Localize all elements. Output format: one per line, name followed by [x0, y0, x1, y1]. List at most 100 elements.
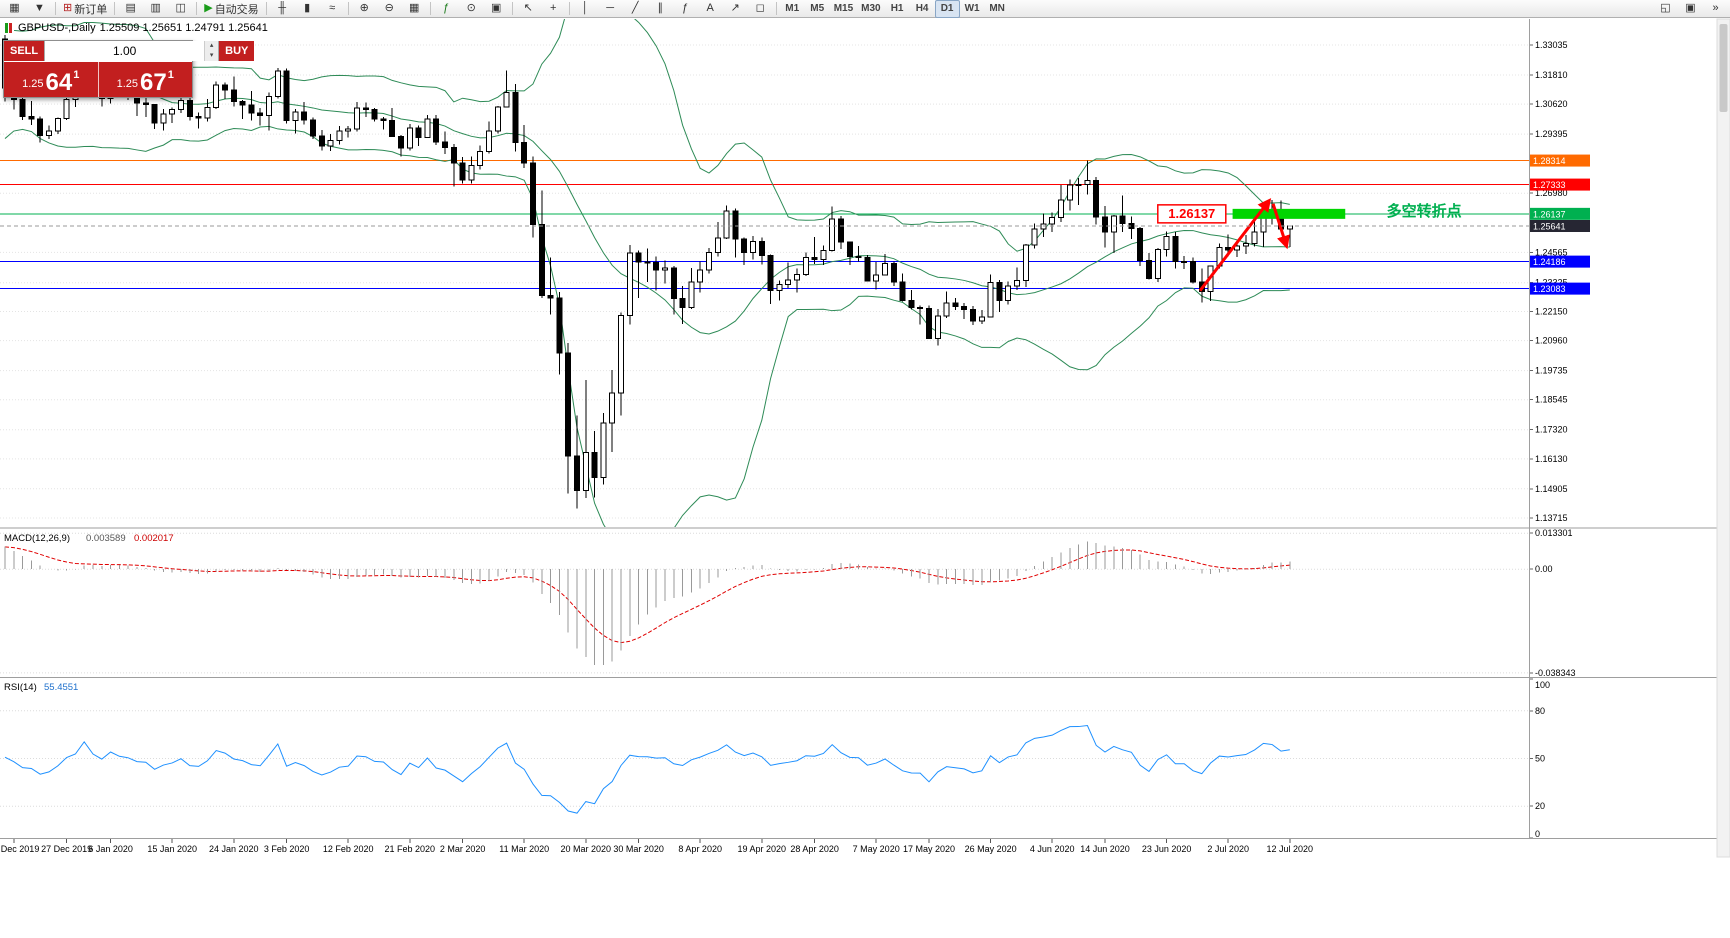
- arrows-button[interactable]: ↗: [723, 0, 748, 18]
- trend-arrow-1[interactable]: [1198, 198, 1272, 292]
- new-chart-button[interactable]: ▦: [2, 0, 27, 18]
- price-tag-1.23083: 1.23083: [1530, 282, 1590, 295]
- svg-text:0.013301: 0.013301: [1535, 528, 1573, 538]
- svg-text:26 May 2020: 26 May 2020: [965, 844, 1017, 854]
- rsi-label: RSI(14): [4, 682, 37, 693]
- turning-point-zone[interactable]: [1232, 208, 1346, 219]
- zoom-in-button[interactable]: ⊕: [352, 0, 377, 18]
- new-order-button-label: 新订单: [74, 3, 108, 16]
- cursor-icon: ↖: [523, 2, 533, 14]
- timeframe-m30[interactable]: M30: [861, 3, 881, 14]
- auto-trading-button-label: 自动交易: [214, 3, 259, 16]
- volume-field: ▴ ▾: [44, 41, 220, 61]
- price-callout[interactable]: 1.26137: [1157, 204, 1227, 224]
- timeframe-w1[interactable]: W1: [964, 3, 980, 14]
- svg-text:1.13715: 1.13715: [1535, 513, 1568, 523]
- timeframe-d1[interactable]: D1: [934, 0, 960, 18]
- tile-windows-button[interactable]: ▦: [402, 0, 427, 18]
- price-tag-1.26137: 1.26137: [1530, 207, 1590, 220]
- trade-panel-controls: SELL ▴ ▾ BUY: [4, 41, 255, 61]
- templates-button[interactable]: ▣: [484, 0, 509, 18]
- sell-price[interactable]: 1.25 64 1: [4, 62, 99, 97]
- toolbar-overflow-icon: »: [1712, 2, 1719, 14]
- buy-price[interactable]: 1.25 67 1: [99, 62, 193, 97]
- svg-text:1.24565: 1.24565: [1535, 247, 1568, 257]
- bar-chart-button[interactable]: ╫: [270, 0, 295, 18]
- timeframe-m5[interactable]: M5: [810, 3, 825, 14]
- svg-text:6 Jan 2020: 6 Jan 2020: [88, 844, 133, 854]
- data-window-button[interactable]: ▥: [143, 0, 168, 18]
- timeframe-m1[interactable]: M1: [785, 3, 800, 14]
- svg-text:14 Jun 2020: 14 Jun 2020: [1080, 844, 1130, 854]
- timeframe-h4[interactable]: H4: [915, 3, 929, 14]
- trendline-button[interactable]: ╱: [623, 0, 648, 18]
- scrollbar-thumb[interactable]: [1719, 24, 1728, 112]
- svg-text:23 Jun 2020: 23 Jun 2020: [1142, 844, 1192, 854]
- bollinger-upper: [4, 19, 1290, 252]
- trend-arrow-2[interactable]: [1271, 203, 1290, 250]
- cursor-button[interactable]: ↖: [516, 0, 541, 18]
- macd-value-main: 0.003589: [86, 533, 126, 544]
- bollinger-lower: [4, 125, 1290, 527]
- timeframe-mn[interactable]: MN: [989, 3, 1005, 14]
- data-window-icon: ▥: [150, 2, 161, 14]
- text-button[interactable]: A: [698, 0, 723, 18]
- navigator-button[interactable]: ◫: [168, 0, 193, 18]
- price-tag-1.28314: 1.28314: [1530, 154, 1590, 167]
- svg-text:0: 0: [1535, 829, 1540, 839]
- svg-text:1.14905: 1.14905: [1535, 484, 1568, 494]
- svg-text:12 Jul 2020: 12 Jul 2020: [1267, 844, 1314, 854]
- text-icon: A: [706, 2, 714, 14]
- svg-text:27 Dec 2019: 27 Dec 2019: [41, 844, 92, 854]
- z# oom-out-button[interactable]: ⊖: [377, 0, 402, 18]
- candlestick-chart-button[interactable]: ▮: [295, 0, 320, 18]
- current-price-tag: 1.25641: [1530, 219, 1590, 232]
- navigator-icon: ◫: [175, 2, 186, 14]
- fibonacci-button[interactable]: ƒ: [673, 0, 698, 18]
- rsi-panel: 100 80 50 20 0 RSI(14) 55.4551: [0, 678, 1550, 839]
- timeframe-h1[interactable]: H1: [890, 3, 904, 14]
- auto-trading-play-icon: ▶: [204, 2, 213, 14]
- vertical-scrollbar[interactable]: [1716, 18, 1730, 858]
- volume-increase-button[interactable]: ▴: [205, 41, 219, 51]
- svg-text:1.26137: 1.26137: [1533, 209, 1566, 219]
- window-list-button[interactable]: ▣: [1678, 0, 1703, 18]
- candlestick-chart-icon: [5, 23, 14, 33]
- shapes-button[interactable]: ◻: [748, 0, 773, 18]
- toolbar-overflow-button[interactable]: »: [1703, 0, 1728, 18]
- timeframe-m15[interactable]: M15: [833, 3, 854, 14]
- note-text[interactable]: 多空转折点: [1387, 202, 1462, 220]
- channel-button[interactable]: ∥: [648, 0, 673, 18]
- crosshair-button[interactable]: +: [541, 0, 566, 18]
- volume-decrease-button[interactable]: ▾: [205, 51, 219, 61]
- svg-text:1.26137: 1.26137: [1168, 206, 1215, 221]
- profiles-button[interactable]: ▼: [27, 0, 52, 18]
- svg-text:2 Jul 2020: 2 Jul 2020: [1207, 844, 1249, 854]
- sell-button[interactable]: SELL: [4, 41, 45, 61]
- panel-separators: [0, 19, 1730, 839]
- buy-button[interactable]: BUY: [219, 41, 255, 61]
- auto-trading-button[interactable]: ▶ 自动交易: [200, 0, 262, 18]
- new-order-button[interactable]: ⊞ 新订单: [59, 0, 111, 18]
- svg-text:20: 20: [1535, 801, 1545, 811]
- dock-window-button[interactable]: ◱: [1653, 0, 1678, 18]
- macd-signal-line: [4, 546, 1290, 644]
- trade-panel-prices: 1.25 64 1 1.25 67 1: [4, 61, 192, 97]
- indicators-button[interactable]: ƒ: [434, 0, 459, 18]
- line-chart-button[interactable]: ≈: [320, 0, 345, 18]
- market-watch-button[interactable]: ▤: [118, 0, 143, 18]
- horizontal-line-button[interactable]: ─: [598, 0, 623, 18]
- price-tag-1.24186: 1.24186: [1530, 255, 1590, 268]
- svg-text:18 Dec 2019: 18 Dec 2019: [0, 844, 39, 854]
- sell-price-big: 64: [45, 69, 73, 96]
- arrows-icon: ↗: [730, 2, 740, 14]
- vertical-line-button[interactable]: │: [573, 0, 598, 18]
- crosshair-icon: +: [549, 2, 557, 14]
- macd-panel: 0.013301 0.00 -0.038343 MACD(12,26,9) 0.0035…: [0, 528, 1576, 678]
- svg-text:12 Feb 2020: 12 Feb 2020: [323, 844, 374, 854]
- volume-input[interactable]: [45, 41, 205, 61]
- svg-text:7 May 2020: 7 May 2020: [853, 844, 900, 854]
- periods-button[interactable]: ⊙: [459, 0, 484, 18]
